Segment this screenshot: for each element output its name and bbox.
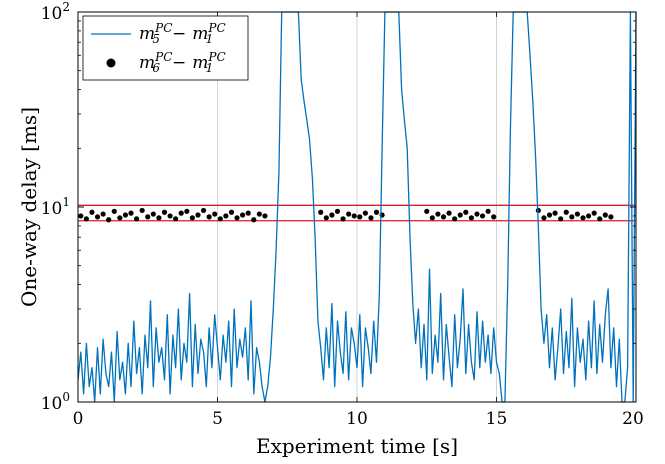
data-point	[429, 215, 435, 221]
data-point	[83, 216, 89, 222]
data-point	[446, 210, 452, 216]
data-point	[368, 215, 374, 221]
data-point	[223, 213, 229, 219]
data-point	[362, 210, 368, 216]
data-point	[173, 216, 179, 222]
data-point	[541, 215, 547, 221]
data-point	[468, 215, 474, 221]
data-point	[457, 212, 463, 218]
data-point	[100, 211, 106, 217]
data-point	[318, 209, 324, 215]
legend-swatch-marker	[106, 58, 116, 68]
x-tick-label: 15	[486, 409, 508, 429]
data-point	[128, 210, 134, 216]
data-point	[485, 208, 491, 214]
data-point	[206, 214, 212, 220]
grid-lines	[217, 12, 497, 402]
data-point	[323, 215, 329, 221]
series-m6-markers	[78, 207, 614, 223]
data-point	[585, 213, 592, 219]
data-point	[117, 215, 123, 221]
data-point	[346, 211, 352, 217]
data-point	[435, 211, 441, 217]
data-point	[111, 208, 117, 214]
data-point	[256, 211, 262, 217]
series-line	[77, 11, 637, 403]
data-point	[373, 209, 380, 215]
data-point	[424, 208, 430, 214]
data-point	[574, 211, 581, 217]
y-axis-label: One-way delay [ms]	[17, 107, 41, 307]
data-point	[357, 214, 363, 220]
data-point	[491, 214, 497, 220]
data-point	[474, 211, 480, 217]
data-point	[150, 211, 156, 217]
data-point	[234, 215, 240, 221]
data-point	[251, 217, 257, 223]
data-point	[340, 216, 346, 222]
x-tick-label: 10	[346, 409, 368, 429]
data-point	[552, 210, 558, 216]
legend: mPC 5− mPC 1 mPC 6− mPC 1	[82, 15, 249, 81]
data-point	[195, 212, 201, 218]
data-point	[245, 210, 251, 216]
data-point	[351, 213, 357, 219]
legend-entry-m6: mPC 6− mPC 1	[139, 50, 226, 75]
data-point	[167, 213, 173, 219]
data-point	[145, 214, 151, 220]
y-tick-label: 102	[41, 0, 70, 24]
data-point	[463, 209, 469, 215]
axis-ticks	[77, 11, 637, 403]
data-point	[184, 208, 190, 214]
data-point	[133, 216, 140, 222]
data-point	[228, 209, 235, 215]
data-point	[329, 212, 335, 218]
data-point	[139, 207, 145, 214]
data-point	[479, 213, 486, 219]
data-point	[217, 216, 223, 222]
data-point	[452, 216, 458, 222]
data-point	[89, 209, 95, 215]
data-point	[262, 213, 268, 219]
data-point	[580, 215, 586, 221]
data-point	[212, 211, 218, 217]
x-tick-label: 20	[622, 409, 644, 429]
data-point	[122, 212, 129, 218]
data-point	[200, 207, 207, 214]
x-tick-label: 5	[212, 409, 223, 429]
data-point	[546, 212, 553, 218]
legend-entry-m5: mPC 5− mPC 1	[139, 21, 226, 46]
data-point	[569, 214, 575, 220]
data-point	[334, 208, 341, 214]
data-point	[161, 209, 168, 215]
data-point	[602, 212, 608, 218]
data-point	[558, 216, 564, 222]
y-tick-label: 101	[41, 195, 70, 219]
data-point	[563, 209, 569, 215]
data-point	[608, 214, 614, 220]
x-tick-label: 0	[73, 409, 84, 429]
x-axis-label: Experiment time [s]	[256, 434, 458, 458]
data-point	[106, 217, 112, 223]
data-point	[178, 210, 184, 216]
y-tick-labels: 100 101 102	[41, 0, 70, 414]
data-point	[189, 215, 195, 221]
data-point	[94, 214, 101, 220]
data-point	[597, 216, 603, 222]
data-point	[591, 210, 597, 216]
legend-box	[82, 15, 249, 81]
data-point	[440, 214, 447, 220]
y-tick-label: 100	[41, 390, 70, 414]
x-tick-labels: 0 5 10 15 20	[73, 409, 644, 429]
reference-lines	[78, 204, 636, 222]
series-m5-line	[77, 11, 637, 403]
data-point	[240, 212, 246, 218]
data-point	[156, 215, 162, 221]
